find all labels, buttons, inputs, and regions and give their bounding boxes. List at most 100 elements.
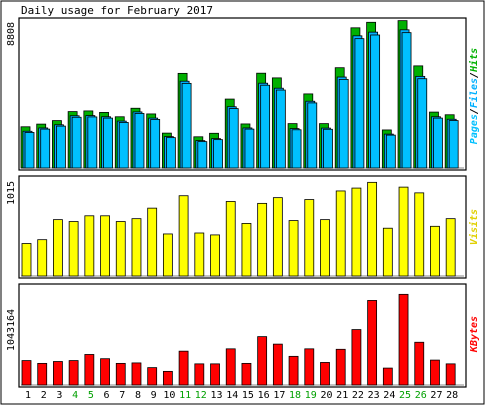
day-label-14: 14 [226, 390, 238, 401]
day-label-27: 27 [430, 390, 442, 401]
visits-bar-day-25 [398, 186, 409, 277]
chart-title: Daily usage for February 2017 [21, 4, 213, 17]
kbytes-bar-day-11 [178, 350, 189, 386]
pages-bar-day-3 [56, 125, 66, 169]
visits-bar-day-8 [131, 218, 142, 277]
pages-bar-day-27 [433, 117, 443, 169]
kbytes-bar-day-21 [335, 348, 346, 386]
kbytes-bar-day-12 [194, 363, 205, 386]
day-label-7: 7 [119, 390, 125, 401]
kbytes-bar-day-28 [445, 363, 456, 386]
kbytes-bar-day-20 [320, 362, 330, 386]
day-label-19: 19 [305, 390, 317, 401]
kbytes-bar-day-4 [68, 360, 79, 386]
day-label-18: 18 [289, 390, 301, 401]
kbytes-bar-day-17 [272, 343, 283, 386]
pages-bar-day-17 [275, 89, 286, 169]
day-label-5: 5 [88, 390, 94, 401]
visits-bar-day-6 [100, 215, 110, 277]
pages-bar-day-22 [354, 38, 365, 169]
kbytes-bar-day-25 [398, 293, 409, 386]
kbytes-legend: KBytes [469, 316, 480, 353]
day-label-20: 20 [320, 390, 332, 401]
visits-bar-day-9 [147, 207, 158, 277]
visits-bar-day-28 [445, 218, 456, 277]
kbytes-bar-day-15 [241, 362, 252, 386]
kbytes-bar-day-3 [53, 361, 63, 386]
hits-legend: Pages/Files/Hits [468, 48, 480, 144]
visits-bar-day-12 [194, 232, 205, 277]
hits-max-label: 8808 [6, 22, 17, 46]
visits-bar-day-22 [351, 187, 362, 277]
day-label-21: 21 [336, 390, 348, 401]
pages-bar-day-10 [165, 137, 176, 169]
pages-bar-day-25 [401, 32, 412, 169]
kbytes-bar-day-7 [115, 362, 126, 386]
visits-bar-day-13 [210, 234, 220, 277]
kbytes-bar-day-8 [131, 362, 142, 386]
kbytes-bar-day-6 [100, 358, 110, 386]
day-label-2: 2 [41, 390, 47, 401]
day-label-8: 8 [135, 390, 141, 401]
visits-bar-day-2 [37, 239, 48, 277]
visits-bar-day-24 [382, 227, 393, 277]
day-label-24: 24 [383, 390, 395, 401]
pages-bar-day-8 [134, 113, 145, 169]
visits-bar-day-4 [68, 221, 79, 277]
day-label-11: 11 [179, 390, 191, 401]
kbytes-bar-day-22 [351, 329, 362, 386]
pages-bar-day-9 [150, 119, 161, 169]
visits-bar-day-21 [335, 190, 346, 277]
kbytes-bar-day-26 [414, 341, 425, 386]
day-label-22: 22 [352, 390, 364, 401]
visits-bar-day-11 [178, 195, 189, 277]
day-label-1: 1 [25, 390, 31, 401]
pages-bar-day-14 [228, 108, 239, 169]
pages-bar-day-13 [213, 139, 223, 169]
kbytes-max-label: 1043164 [6, 309, 17, 351]
pages-bar-day-23 [370, 34, 381, 169]
pages-bar-day-4 [71, 116, 82, 169]
day-label-17: 17 [273, 390, 285, 401]
day-label-25: 25 [399, 390, 411, 401]
kbytes-bar-day-5 [84, 354, 95, 386]
pages-bar-day-21 [338, 78, 349, 169]
day-label-23: 23 [368, 390, 380, 401]
visits-bar-day-15 [241, 223, 252, 277]
pages-bar-day-26 [417, 78, 428, 169]
pages-bar-day-6 [103, 117, 113, 169]
kbytes-bar-day-18 [288, 355, 299, 386]
kbytes-bar-day-1 [21, 360, 32, 386]
day-label-26: 26 [415, 390, 427, 401]
legend-files-label: Files [468, 78, 480, 108]
visits-bar-day-20 [320, 219, 330, 277]
day-label-6: 6 [104, 390, 110, 401]
pages-bar-day-5 [87, 116, 98, 169]
kbytes-bar-day-27 [430, 359, 440, 386]
pages-bar-day-19 [307, 102, 318, 169]
pages-bar-day-1 [24, 132, 35, 169]
day-label-4: 4 [72, 390, 78, 401]
kbytes-bar-day-24 [382, 367, 393, 386]
pages-bar-day-2 [40, 128, 51, 169]
day-label-28: 28 [446, 390, 458, 401]
visits-bar-day-19 [304, 199, 315, 277]
legend-hits-label: Hits [468, 48, 480, 73]
kbytes-bar-day-10 [162, 370, 173, 386]
day-label-12: 12 [195, 390, 207, 401]
day-label-13: 13 [210, 390, 222, 401]
visits-bar-day-10 [162, 233, 173, 277]
kbytes-bar-day-16 [257, 336, 268, 386]
visits-bar-day-7 [115, 221, 126, 277]
pages-bar-day-28 [448, 120, 459, 169]
pages-bar-day-12 [197, 141, 208, 169]
visits-bar-day-16 [257, 202, 268, 277]
day-label-15: 15 [242, 390, 254, 401]
visits-legend: Visits [468, 209, 480, 245]
kbytes-bar-day-9 [147, 367, 158, 386]
visits-bar-day-5 [84, 215, 95, 277]
visits-bar-day-3 [53, 219, 63, 277]
day-label-10: 10 [163, 390, 175, 401]
